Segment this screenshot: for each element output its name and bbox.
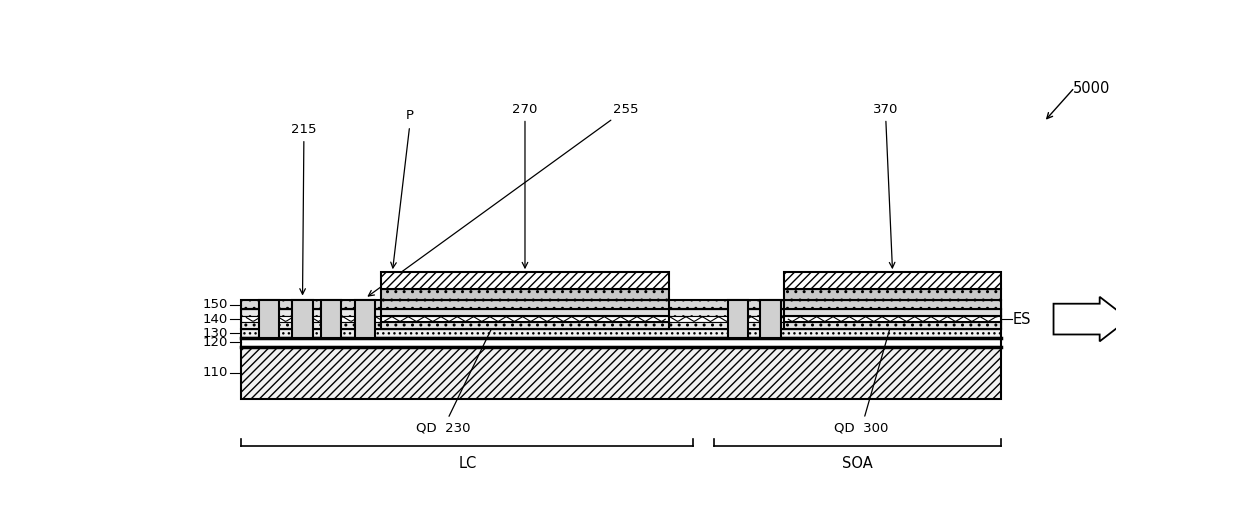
- Bar: [242, 309, 1001, 316]
- Bar: [381, 272, 670, 289]
- Bar: [293, 300, 312, 338]
- Bar: [242, 322, 1001, 329]
- Polygon shape: [1054, 297, 1128, 341]
- Bar: [728, 300, 748, 338]
- Bar: [355, 300, 374, 338]
- Text: 120: 120: [202, 336, 228, 349]
- Bar: [242, 309, 1001, 329]
- Text: LC: LC: [459, 456, 476, 471]
- Bar: [381, 316, 670, 322]
- Text: 150: 150: [202, 298, 228, 311]
- Bar: [785, 300, 1001, 309]
- Bar: [381, 300, 670, 309]
- Text: 370: 370: [873, 103, 898, 268]
- Bar: [785, 289, 1001, 300]
- Bar: [259, 300, 279, 338]
- Bar: [760, 300, 781, 338]
- Text: 255: 255: [368, 103, 639, 296]
- Bar: [381, 322, 670, 329]
- Bar: [242, 347, 1001, 399]
- Text: 110: 110: [202, 367, 228, 379]
- Text: SOA: SOA: [842, 456, 873, 471]
- Bar: [785, 316, 1001, 322]
- Bar: [381, 289, 670, 300]
- Text: QD  300: QD 300: [835, 323, 893, 434]
- Bar: [242, 316, 1001, 322]
- Text: 270: 270: [512, 103, 538, 268]
- Bar: [242, 329, 1001, 338]
- Bar: [785, 309, 1001, 316]
- Bar: [381, 309, 670, 316]
- Text: 140: 140: [203, 312, 228, 326]
- Bar: [321, 300, 341, 338]
- Text: 5000: 5000: [1073, 82, 1110, 96]
- Text: ES: ES: [1012, 311, 1030, 327]
- Text: 215: 215: [291, 123, 316, 294]
- Text: 130: 130: [202, 327, 228, 340]
- Bar: [242, 300, 1001, 309]
- Text: P: P: [405, 109, 414, 122]
- Bar: [785, 322, 1001, 329]
- Text: QD  230: QD 230: [417, 323, 495, 434]
- Bar: [785, 272, 1001, 289]
- Bar: [242, 338, 1001, 347]
